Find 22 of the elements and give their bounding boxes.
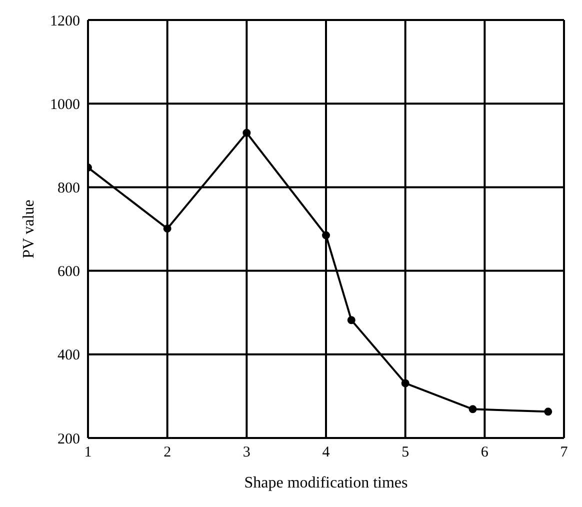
x-tick-label: 1	[84, 444, 92, 461]
x-tick-label: 2	[164, 444, 172, 461]
point	[468, 405, 477, 414]
point	[401, 379, 410, 388]
y-tick-label: 1000	[50, 96, 80, 113]
x-tick-label: 5	[402, 444, 410, 461]
point	[347, 316, 356, 324]
x-tick-label: 7	[560, 444, 568, 461]
y-tick-label: 800	[58, 180, 80, 197]
y-axis-title: PV value	[20, 200, 38, 258]
x-tick-label: 4	[322, 444, 330, 461]
point	[544, 408, 552, 416]
x-tick-label: 3	[242, 444, 250, 461]
x-axis-title: Shape modification times	[244, 474, 408, 492]
y-tick-label: 600	[58, 264, 80, 280]
y-tick-label: 200	[58, 431, 80, 448]
point	[163, 224, 172, 233]
point	[242, 128, 251, 137]
y-tick-label: 1200	[50, 13, 80, 30]
x-tick-label: 6	[480, 444, 489, 461]
point	[322, 231, 330, 240]
y-tick-label: 400	[58, 348, 80, 364]
